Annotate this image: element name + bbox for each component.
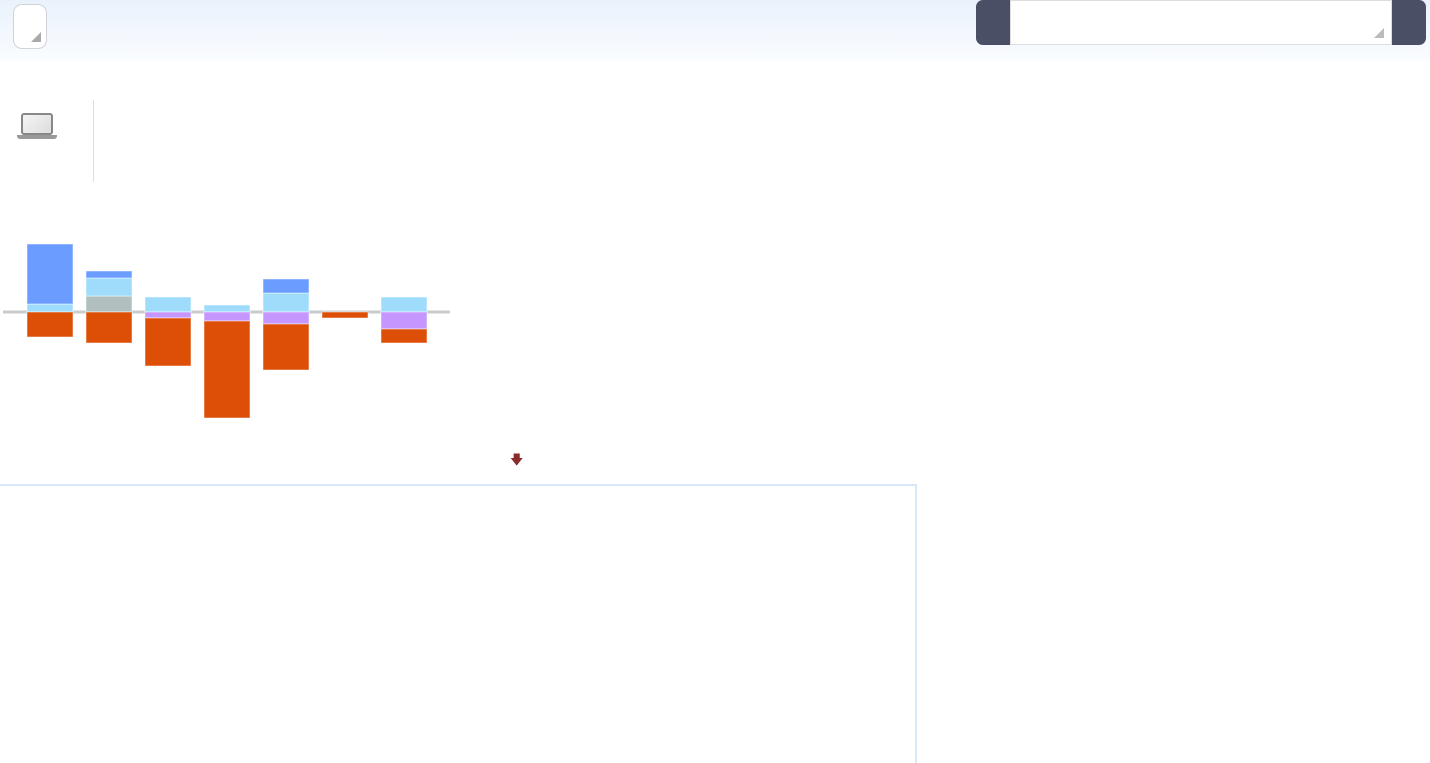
day-bar-segment[interactable]	[26, 303, 74, 313]
period-select[interactable]	[13, 4, 47, 49]
day-bar-segment[interactable]	[203, 304, 251, 313]
day-bar-segment[interactable]	[144, 311, 192, 319]
divider	[93, 100, 94, 182]
laptop-icon	[17, 113, 57, 139]
prev-week-button[interactable]	[976, 0, 1010, 45]
details-button[interactable]	[10, 113, 64, 149]
arrow-down-icon: 🡇	[510, 453, 524, 468]
day-bar-segment[interactable]	[380, 296, 428, 313]
day-bar-segment[interactable]	[262, 292, 310, 313]
day-bar-segment[interactable]	[85, 311, 133, 344]
date-range-picker	[976, 0, 1426, 45]
category-breakdown	[0, 484, 917, 763]
day-bar-segment[interactable]	[262, 278, 310, 294]
day-bar-segment[interactable]	[85, 277, 133, 297]
day-bar-segment[interactable]	[85, 295, 133, 313]
day-bar-segment[interactable]	[85, 270, 133, 279]
day-bar-segment[interactable]	[262, 323, 310, 371]
day-bar-segment[interactable]	[321, 311, 369, 319]
day-bar-segment[interactable]	[203, 320, 251, 419]
day-bar-segment[interactable]	[144, 317, 192, 367]
date-range-select[interactable]	[1010, 0, 1392, 45]
day-bar-segment[interactable]	[262, 311, 310, 325]
day-bar-segment[interactable]	[380, 328, 428, 344]
next-week-button[interactable]	[1392, 0, 1426, 45]
day-bar-segment[interactable]	[203, 311, 251, 322]
pulse-change-note: 🡇	[510, 451, 523, 473]
day-bar-segment[interactable]	[380, 311, 428, 330]
day-bar-segment[interactable]	[26, 243, 74, 305]
time-by-day-chart	[3, 243, 450, 419]
dropdown-corner-icon	[31, 32, 41, 42]
page-title	[3, 4, 57, 49]
day-bar-segment[interactable]	[26, 311, 74, 338]
dropdown-corner-icon	[1374, 28, 1384, 38]
day-bar-segment[interactable]	[144, 296, 192, 313]
productivity-pulse-chart	[503, 245, 681, 423]
